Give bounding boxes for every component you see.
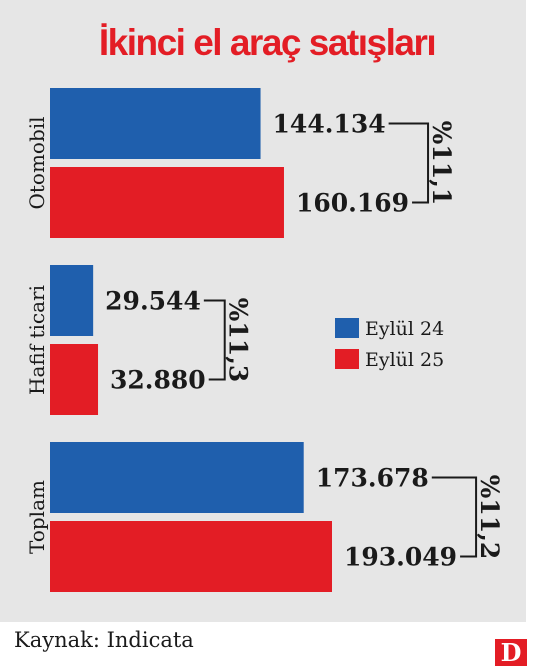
legend-label: Eylül 25 — [365, 349, 444, 371]
bar-eylul25 — [50, 167, 284, 238]
change-bracket — [203, 299, 226, 381]
chart-title: İkinci el araç satışları — [98, 22, 437, 63]
bar-eylul24 — [50, 265, 94, 336]
category-label: Otomobil — [25, 116, 49, 209]
value-label: 29.544 — [105, 287, 201, 316]
value-label: 32.880 — [110, 366, 206, 395]
bar-eylul24 — [50, 442, 304, 513]
bar-eylul25 — [50, 344, 99, 415]
change-percent: %11,1 — [427, 121, 456, 206]
source-note: Kaynak: Indicata — [14, 628, 194, 652]
value-label: 193.049 — [344, 543, 457, 572]
category-label: Toplam — [25, 480, 49, 554]
bar-eylul24 — [50, 88, 261, 159]
legend-swatch — [335, 349, 359, 369]
bar-eylul25 — [50, 521, 332, 592]
category-label: Hafif ticari — [25, 285, 49, 395]
value-label: 160.169 — [296, 189, 409, 218]
legend-label: Eylül 24 — [365, 318, 444, 340]
change-percent: %11,2 — [475, 475, 504, 560]
publisher-logo: D — [495, 639, 527, 667]
value-label: 173.678 — [316, 464, 429, 493]
legend-swatch — [335, 318, 359, 338]
change-bracket — [431, 476, 478, 558]
value-label: 144.134 — [273, 110, 386, 139]
change-bracket — [388, 122, 430, 204]
change-percent: %11,3 — [224, 298, 253, 383]
